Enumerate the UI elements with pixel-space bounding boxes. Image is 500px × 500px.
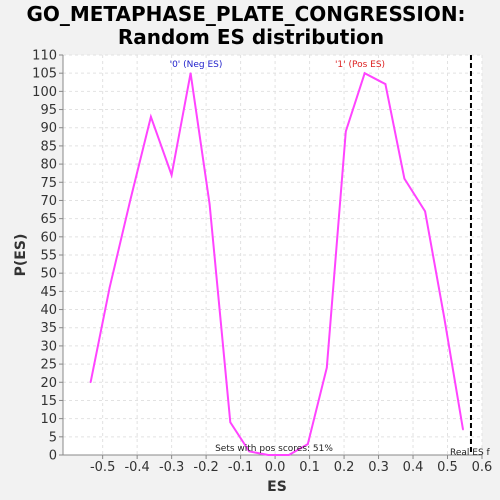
y-tick-label: 30 — [40, 339, 57, 354]
data-point — [364, 72, 366, 74]
y-tick-label: 75 — [40, 176, 57, 191]
x-axis-ticks: -0.5 -0.4 -0.3 -0.2 -0.1 0.0 0.1 0.2 0.3 0.4 0.5 0.… — [90, 455, 492, 475]
y-tick-label: 45 — [40, 285, 57, 300]
y-tick-label: 80 — [40, 158, 57, 173]
data-point — [90, 381, 92, 383]
y-tick-label: 40 — [40, 303, 57, 318]
y-tick-label: 15 — [40, 394, 57, 409]
y-tick-label: 85 — [40, 139, 57, 154]
x-tick-label: 0.0 — [265, 460, 286, 475]
x-tick-label: 0.4 — [403, 460, 424, 475]
data-point — [150, 116, 152, 118]
data-point — [171, 174, 173, 176]
y-tick-label: 50 — [40, 267, 57, 282]
y-tick-label: 105 — [32, 67, 57, 82]
y-tick-label: 60 — [40, 230, 57, 245]
y-tick-label: 0 — [49, 449, 57, 464]
y-tick-label: 100 — [32, 85, 57, 100]
y-tick-label: 35 — [40, 321, 57, 336]
y-axis-label: P(ES) — [13, 234, 29, 277]
x-tick-label: -0.5 — [90, 460, 115, 475]
x-tick-label: 0.6 — [472, 460, 493, 475]
x-tick-label: 0.2 — [334, 460, 355, 475]
y-tick-label: 65 — [40, 212, 57, 227]
y-tick-label: 110 — [32, 49, 57, 64]
data-point — [345, 131, 347, 133]
real-es-annotation: Real ES f — [450, 448, 491, 458]
data-point — [229, 421, 231, 423]
y-tick-label: 10 — [40, 412, 57, 427]
data-point — [288, 454, 290, 456]
data-point — [209, 203, 211, 205]
y-tick-label: 20 — [40, 376, 57, 391]
y-tick-label: 55 — [40, 249, 57, 264]
data-point — [385, 83, 387, 85]
y-tick-label: 95 — [40, 103, 57, 118]
pos-es-label: '1' (Pos ES) — [335, 60, 385, 70]
x-tick-label: 0.3 — [368, 460, 389, 475]
chart-title: GO_METAPHASE_PLATE_CONGRESSION: — [26, 2, 465, 26]
x-tick-label: -0.4 — [124, 460, 149, 475]
pos-scores-annotation: Sets with pos scores: 51% — [215, 444, 333, 454]
x-tick-label: 0.5 — [437, 460, 458, 475]
x-tick-label: 0.1 — [299, 460, 320, 475]
chart-subtitle: Random ES distribution — [118, 25, 384, 49]
x-axis-label: ES — [267, 479, 287, 495]
data-point — [462, 429, 464, 431]
y-tick-label: 5 — [49, 430, 57, 445]
data-point — [326, 367, 328, 369]
data-point — [129, 200, 131, 202]
data-point — [267, 454, 269, 456]
y-tick-label: 25 — [40, 358, 57, 373]
x-tick-label: -0.2 — [193, 460, 218, 475]
y-tick-label: 90 — [40, 121, 57, 136]
x-tick-label: -0.1 — [228, 460, 253, 475]
data-point — [404, 178, 406, 180]
data-point — [443, 316, 445, 318]
y-axis-ticks: 0 5 10 15 20 25 30 35 40 45 50 55 60 65 70 75 80 85 90 95 10… — [32, 49, 63, 464]
neg-es-label: '0' (Neg ES) — [170, 60, 223, 70]
data-point — [109, 287, 111, 289]
data-point — [190, 72, 192, 74]
y-tick-label: 70 — [40, 194, 57, 209]
data-point — [424, 211, 426, 213]
x-tick-label: -0.3 — [159, 460, 184, 475]
